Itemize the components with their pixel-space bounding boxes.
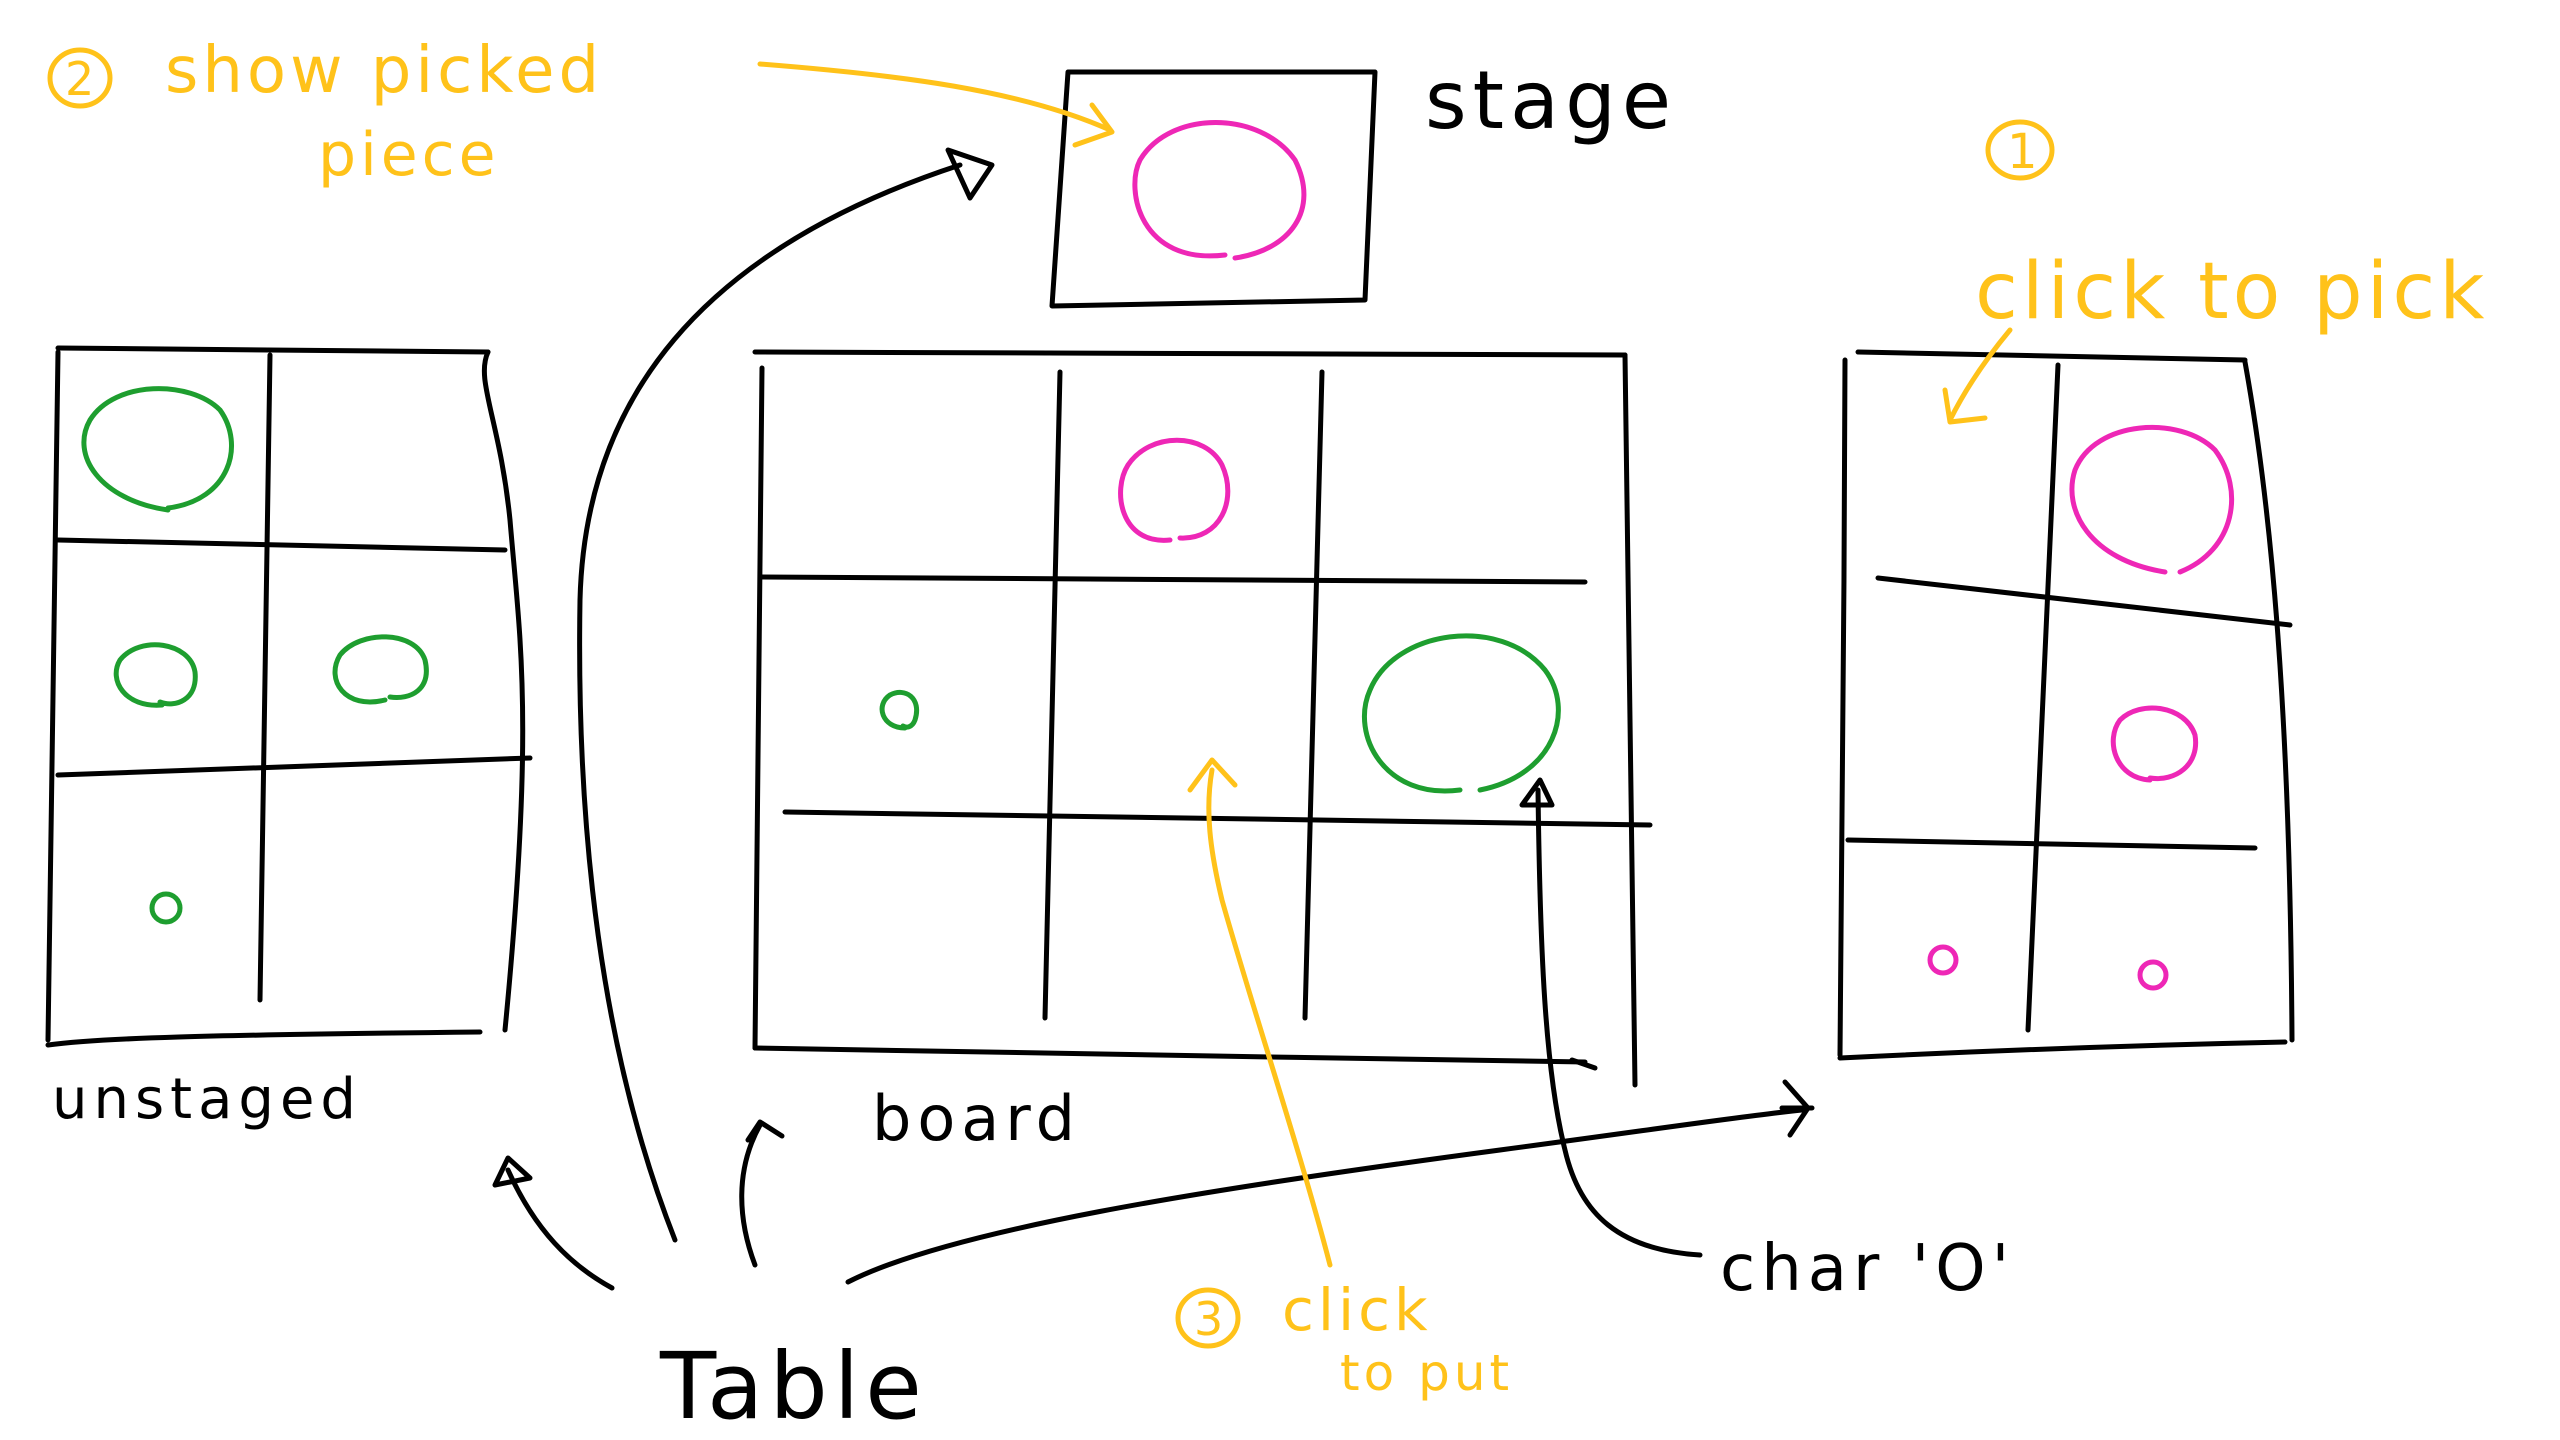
pink-pile[interactable] [1837,349,2295,1061]
stage-box[interactable] [1049,69,1378,309]
pink-pile-piece-large[interactable] [2069,424,2235,575]
table-label: Table [659,1333,928,1440]
unstaged-pile[interactable] [45,345,533,1048]
unstaged-piece-green-small[interactable] [149,891,183,925]
board[interactable] [752,349,1653,1088]
step-2-number: 2 [65,52,98,106]
step-3-line1: click [1282,1276,1432,1344]
unstaged-piece-green-medium[interactable] [332,634,429,705]
unstaged-piece-green-medium[interactable] [113,642,198,708]
step-1-number: 1 [2007,124,2042,180]
pink-pile-piece-medium[interactable] [2110,705,2199,783]
stage-label: stage [1425,54,1677,147]
board-piece-green-large[interactable] [1361,633,1561,794]
board-piece-green-small[interactable] [879,689,920,731]
char-o-arrow [1519,777,1703,1258]
step-2-line1: show picked [165,34,603,108]
board-piece-pink-medium[interactable] [1118,437,1231,543]
step-3-number: 3 [1194,1292,1227,1346]
step-2-line2: piece [318,120,500,190]
char-o-label: char 'O' [1720,1232,2015,1306]
pink-pile-piece-small[interactable] [1927,944,1959,976]
unstaged-piece-green-large[interactable] [81,386,235,513]
unstaged-label: unstaged [52,1067,362,1132]
annotation-step-1: 1 click to pick [1942,119,2488,425]
annotation-step-3: 3 click to put [1175,757,1513,1402]
step-3-arrow [1206,767,1333,1268]
step-2-arrow [757,61,1113,133]
step-1-arrow [1947,327,2013,423]
stage-piece-pink-large [1132,120,1307,261]
step-3-line2: to put [1340,1344,1513,1402]
step-1-text: click to pick [1975,247,2488,337]
board-label: board [872,1082,1081,1155]
table-arrows [492,147,1815,1291]
pink-pile-piece-small[interactable] [2137,959,2169,991]
annotation-step-2: 2 show picked piece [47,34,1115,190]
